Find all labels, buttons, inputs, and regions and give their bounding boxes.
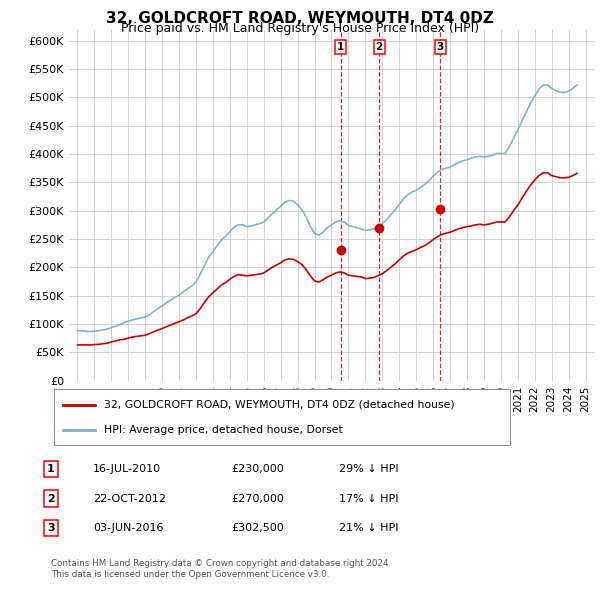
- Text: Price paid vs. HM Land Registry's House Price Index (HPI): Price paid vs. HM Land Registry's House …: [121, 22, 479, 35]
- Text: 16-JUL-2010: 16-JUL-2010: [93, 464, 161, 474]
- Text: £230,000: £230,000: [231, 464, 284, 474]
- Text: 32, GOLDCROFT ROAD, WEYMOUTH, DT4 0DZ (detached house): 32, GOLDCROFT ROAD, WEYMOUTH, DT4 0DZ (d…: [104, 399, 455, 409]
- Text: This data is licensed under the Open Government Licence v3.0.: This data is licensed under the Open Gov…: [51, 571, 329, 579]
- Text: £270,000: £270,000: [231, 494, 284, 503]
- Text: 32, GOLDCROFT ROAD, WEYMOUTH, DT4 0DZ: 32, GOLDCROFT ROAD, WEYMOUTH, DT4 0DZ: [106, 11, 494, 25]
- Text: 03-JUN-2016: 03-JUN-2016: [93, 523, 163, 533]
- Text: 29% ↓ HPI: 29% ↓ HPI: [339, 464, 398, 474]
- Text: 3: 3: [47, 523, 55, 533]
- Text: 2: 2: [47, 494, 55, 503]
- Text: Contains HM Land Registry data © Crown copyright and database right 2024.: Contains HM Land Registry data © Crown c…: [51, 559, 391, 568]
- Text: £302,500: £302,500: [231, 523, 284, 533]
- Text: 21% ↓ HPI: 21% ↓ HPI: [339, 523, 398, 533]
- Text: 1: 1: [47, 464, 55, 474]
- Text: 1: 1: [337, 42, 344, 52]
- Text: 22-OCT-2012: 22-OCT-2012: [93, 494, 166, 503]
- Text: HPI: Average price, detached house, Dorset: HPI: Average price, detached house, Dors…: [104, 425, 343, 435]
- Text: 3: 3: [437, 42, 444, 52]
- Text: 17% ↓ HPI: 17% ↓ HPI: [339, 494, 398, 503]
- Text: 2: 2: [376, 42, 383, 52]
